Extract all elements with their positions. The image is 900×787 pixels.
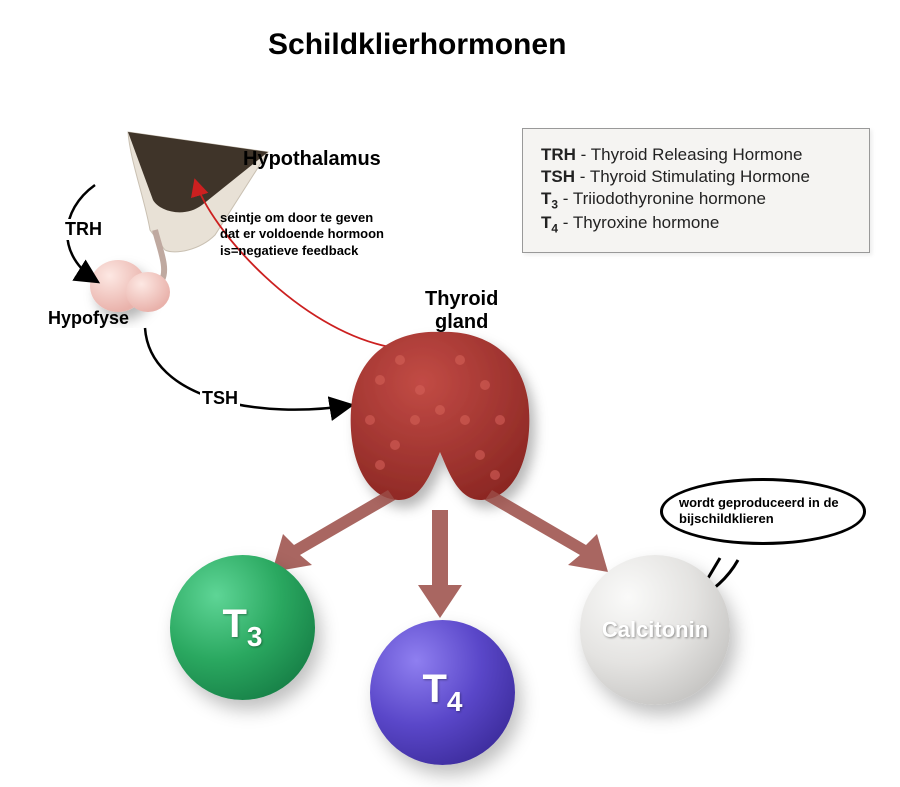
legend-box: TRH - Thyroid Releasing Hormone TSH - Th… <box>522 128 870 253</box>
feedback-note: seintje om door te geven dat er voldoend… <box>220 210 390 259</box>
page-title: Schildklierhormonen <box>268 28 566 62</box>
label-hypothalamus: Hypothalamus <box>243 148 381 171</box>
hormone-calcitonin-label: Calcitonin <box>602 617 708 643</box>
hormone-t3-sub: 3 <box>247 621 263 652</box>
thyroid-shape <box>351 332 530 500</box>
legend-row-trh: TRH - Thyroid Releasing Hormone <box>541 145 851 165</box>
label-hypofyse: Hypofyse <box>48 308 129 329</box>
hormone-t4-sub: 4 <box>447 686 463 717</box>
legend-row-t4: T4 - Thyroxine hormone <box>541 213 851 235</box>
legend-row-t3: T3 - Triiodothyronine hormone <box>541 189 851 211</box>
hormone-t4: T4 <box>370 620 515 765</box>
arrow-label-trh: TRH <box>63 219 104 240</box>
output-arrows <box>272 490 608 618</box>
legend-row-tsh: TSH - Thyroid Stimulating Hormone <box>541 167 851 187</box>
hormone-t4-label: T <box>422 667 446 711</box>
speech-bubble: wordt geproduceerd in de bijschildkliere… <box>660 478 866 545</box>
hormone-t3: T3 <box>170 555 315 700</box>
hormone-t3-label: T <box>222 602 246 646</box>
pituitary-shape <box>90 260 170 312</box>
hormone-calcitonin: Calcitonin <box>580 555 730 705</box>
arrow-label-tsh: TSH <box>200 388 240 409</box>
label-thyroid: Thyroid gland <box>425 288 498 334</box>
arrow-tsh <box>145 328 352 410</box>
